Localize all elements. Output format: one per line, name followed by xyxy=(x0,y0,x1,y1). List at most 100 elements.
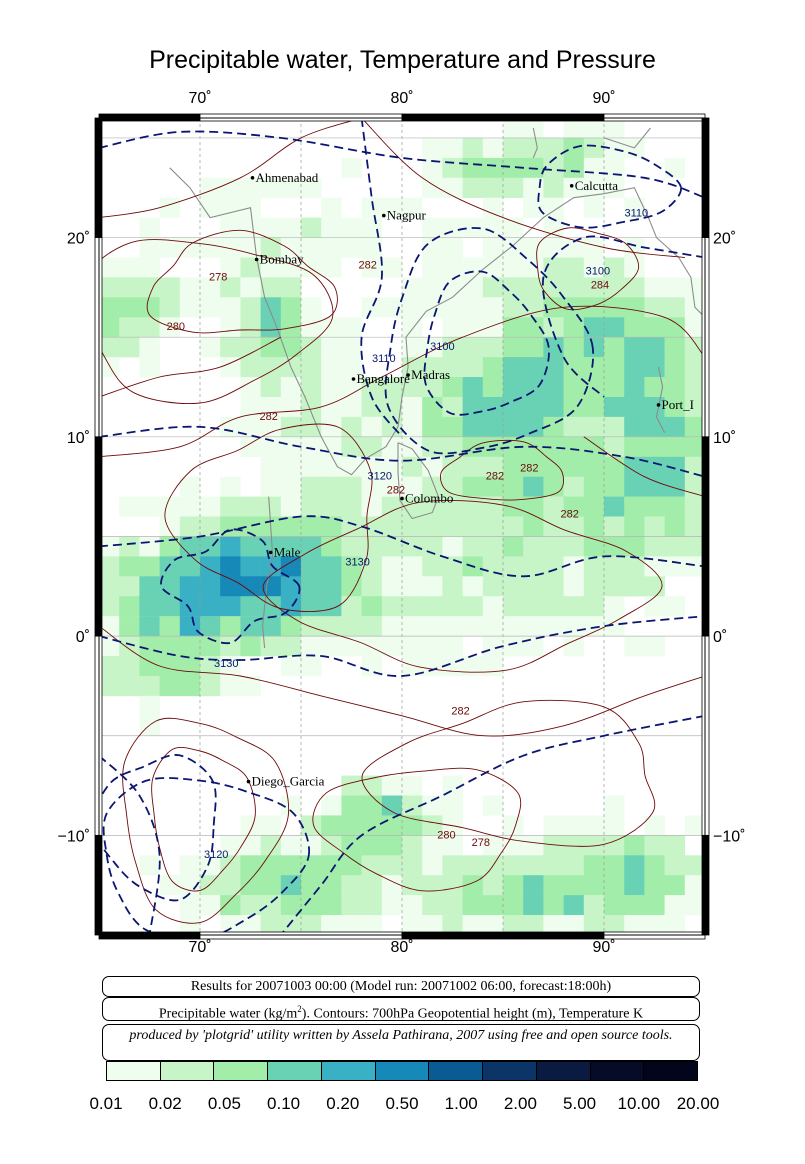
pw-cell xyxy=(604,536,625,557)
pw-cell xyxy=(381,397,403,418)
pw-cell xyxy=(220,357,241,378)
pw-cell xyxy=(99,596,120,617)
temperature-contour xyxy=(536,227,640,311)
pw-cell xyxy=(604,596,625,617)
contour-label: 3110 xyxy=(372,353,396,365)
pw-cell xyxy=(583,257,605,278)
pw-cell xyxy=(220,177,241,198)
pw-cell xyxy=(583,197,605,218)
legend-label: 0.20 xyxy=(326,1094,360,1113)
pw-cell xyxy=(442,536,463,557)
pw-cell xyxy=(220,416,241,438)
pw-cell xyxy=(119,576,140,597)
pw-cell xyxy=(301,377,322,398)
pw-cell xyxy=(462,377,484,398)
pw-cell xyxy=(482,496,504,517)
pw-cell xyxy=(462,157,484,179)
pw-cell xyxy=(179,636,201,657)
contour-label: 278 xyxy=(209,271,227,283)
pw-cell xyxy=(624,397,645,418)
pw-cell xyxy=(604,915,625,935)
pw-cell xyxy=(240,317,261,338)
legend-swatch xyxy=(375,1062,430,1080)
pw-cell xyxy=(624,536,645,557)
pw-cell xyxy=(280,476,302,497)
contour-label: 280 xyxy=(167,321,185,333)
pw-cell xyxy=(280,536,302,557)
pw-cell xyxy=(684,337,705,358)
pw-cell xyxy=(604,835,625,856)
pw-cell xyxy=(442,317,463,338)
pw-cell xyxy=(482,656,504,677)
pw-cell xyxy=(563,337,585,358)
pw-cell xyxy=(361,636,383,657)
pw-cell xyxy=(442,556,463,577)
pw-cell xyxy=(604,476,625,497)
pw-cell xyxy=(624,377,645,398)
pw-cell xyxy=(159,636,181,657)
pw-cell xyxy=(644,317,665,338)
pw-cell xyxy=(422,257,443,278)
pw-cell xyxy=(583,496,605,517)
pw-cell xyxy=(240,556,261,577)
pw-cell xyxy=(402,855,423,876)
pw-cell xyxy=(503,636,524,657)
pw-cell xyxy=(381,496,403,517)
pw-cell xyxy=(442,775,463,796)
pw-cell xyxy=(402,895,423,916)
pw-cell xyxy=(179,277,201,298)
pw-cell xyxy=(301,835,322,856)
pw-cell xyxy=(260,277,282,298)
pw-cell xyxy=(341,915,362,935)
pw-cell xyxy=(119,297,140,318)
pw-cell xyxy=(280,576,302,597)
temperature-contour xyxy=(151,746,256,892)
pw-cell xyxy=(301,317,322,338)
pw-cell xyxy=(240,815,261,836)
pw-cell xyxy=(200,516,221,537)
pw-cell xyxy=(280,656,302,677)
pw-cell xyxy=(583,616,605,637)
pw-cell xyxy=(321,536,342,557)
pw-cell xyxy=(179,616,201,637)
pw-cell xyxy=(563,536,585,557)
pw-cell xyxy=(402,536,423,557)
lon-tick-label: 90˚ xyxy=(592,939,615,956)
pw-cell xyxy=(119,556,140,577)
pw-cell xyxy=(482,576,504,597)
pw-cell xyxy=(361,855,383,876)
pw-cell xyxy=(220,596,241,617)
pw-cell xyxy=(240,297,261,318)
credit-info-box: produced by 'plotgrid' utility written b… xyxy=(102,1024,700,1061)
height-contour xyxy=(160,528,301,645)
pw-cell xyxy=(200,496,221,517)
pw-cell xyxy=(462,137,484,159)
pw-cell xyxy=(402,596,423,617)
pw-cell xyxy=(99,576,120,597)
pw-cell xyxy=(503,915,524,935)
pw-cell xyxy=(644,895,665,916)
pw-cell xyxy=(422,576,443,597)
pw-cell xyxy=(139,855,160,876)
pw-cell xyxy=(280,556,302,577)
pw-cell xyxy=(442,257,463,278)
pw-cell xyxy=(563,895,585,916)
pw-cell xyxy=(583,915,605,935)
pw-cell xyxy=(159,616,181,637)
legend-swatch xyxy=(590,1062,645,1080)
pw-cell xyxy=(240,676,261,697)
pw-cell xyxy=(482,257,504,278)
pw-cell xyxy=(422,476,443,497)
lat-tick-label-right: −10˚ xyxy=(713,828,745,845)
pw-cell xyxy=(684,516,705,537)
pw-cell xyxy=(200,337,221,358)
pw-cell xyxy=(119,536,140,557)
pw-cell xyxy=(260,815,282,836)
height-contour xyxy=(360,118,403,438)
pw-cell xyxy=(260,576,282,597)
pw-cell xyxy=(482,337,504,358)
lat-tick-label-left: 0˚ xyxy=(76,629,90,646)
pw-cell xyxy=(583,596,605,617)
pw-cell xyxy=(624,496,645,517)
pw-cell xyxy=(442,456,463,477)
